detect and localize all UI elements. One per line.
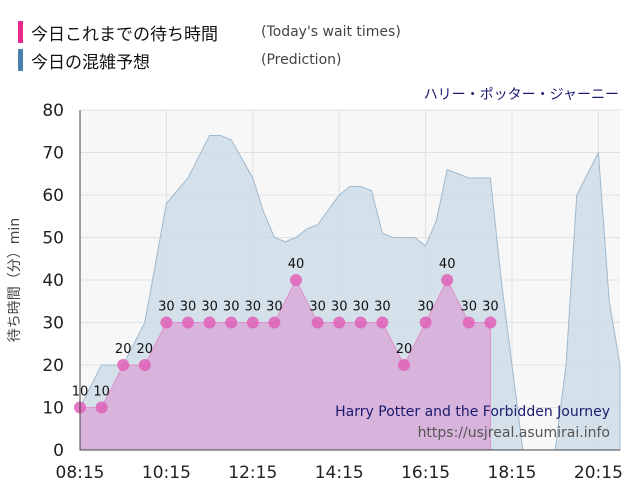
y-axis-label: 待ち時間（分）min <box>7 218 23 342</box>
data-label: 40 <box>439 257 456 272</box>
data-label: 30 <box>461 300 478 315</box>
legend-prediction-sub: (Prediction) <box>261 52 342 68</box>
today-point <box>398 359 410 371</box>
data-label: 30 <box>309 300 326 315</box>
legend-today-sub: (Today's wait times) <box>261 24 401 40</box>
data-label: 20 <box>137 342 154 357</box>
y-tick-label: 20 <box>42 356 64 376</box>
y-tick-label: 50 <box>42 229 64 249</box>
x-tick-label: 18:15 <box>488 463 537 483</box>
data-label: 30 <box>374 300 391 315</box>
x-tick-label: 10:15 <box>142 463 191 483</box>
today-point <box>182 316 194 329</box>
y-tick-label: 70 <box>42 144 64 164</box>
x-tick-label: 08:15 <box>56 463 105 483</box>
today-point <box>203 316 216 329</box>
data-label: 10 <box>93 385 110 400</box>
legend-today-label: 今日これまでの待ち時間 <box>31 24 218 45</box>
ride-name-en: Harry Potter and the Forbidden Journey <box>335 404 610 420</box>
data-label: 30 <box>482 300 499 315</box>
today-point <box>290 274 302 286</box>
data-label: 30 <box>353 300 370 315</box>
today-point <box>419 316 432 329</box>
y-tick-label: 10 <box>42 399 64 419</box>
today-point <box>246 316 259 329</box>
today-point <box>311 316 324 329</box>
data-label: 30 <box>417 300 434 315</box>
today-point <box>268 316 281 329</box>
today-point <box>117 359 130 371</box>
legend-prediction-swatch <box>18 49 23 71</box>
ride-name-jp: ハリー・ポッター・ジャーニー <box>424 87 619 103</box>
today-point <box>160 316 173 329</box>
today-point <box>462 316 475 329</box>
x-tick-label: 20:15 <box>574 463 623 483</box>
site-url: https://usjreal.asumirai.info <box>418 425 610 441</box>
y-tick-label: 0 <box>53 441 64 461</box>
data-label: 30 <box>158 300 175 315</box>
legend-today: 今日これまでの待ち時間 (Today's wait times) <box>18 20 401 45</box>
today-point <box>376 316 389 329</box>
y-tick-label: 60 <box>42 186 64 206</box>
legend-today-swatch <box>18 21 23 43</box>
today-point <box>354 316 367 329</box>
data-label: 20 <box>115 342 132 357</box>
today-point <box>225 316 238 329</box>
today-point <box>138 359 151 371</box>
y-tick-label: 80 <box>42 101 64 121</box>
today-point <box>484 316 497 329</box>
x-tick-label: 16:15 <box>401 463 450 483</box>
data-label: 30 <box>266 300 283 315</box>
data-label: 30 <box>201 300 218 315</box>
data-label: 30 <box>223 300 240 315</box>
data-label: 30 <box>180 300 197 315</box>
data-label: 40 <box>288 257 305 272</box>
today-point <box>441 274 454 286</box>
legend-prediction-label: 今日の混雑予想 <box>31 52 150 73</box>
data-label: 30 <box>245 300 262 315</box>
y-tick-label: 30 <box>42 314 64 334</box>
data-label: 30 <box>331 300 348 315</box>
data-label: 20 <box>396 342 413 357</box>
today-point <box>333 316 346 329</box>
x-tick-label: 14:15 <box>315 463 364 483</box>
x-tick-label: 12:15 <box>228 463 277 483</box>
y-tick-label: 40 <box>42 271 64 291</box>
legend-prediction: 今日の混雑予想 (Prediction) <box>18 48 342 73</box>
today-point <box>95 401 108 414</box>
